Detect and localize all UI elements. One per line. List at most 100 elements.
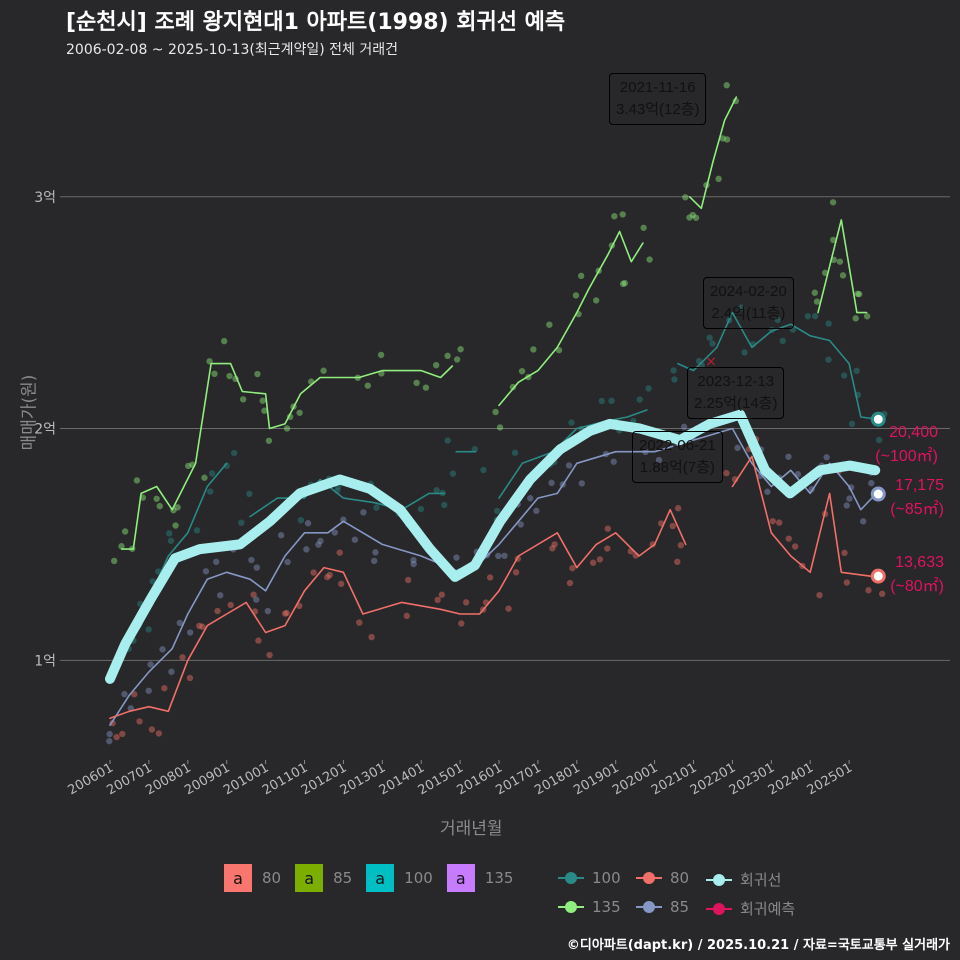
transaction-dot xyxy=(865,587,872,594)
transaction-dot xyxy=(315,541,322,548)
transaction-dot xyxy=(207,488,214,495)
transaction-dot xyxy=(458,620,465,627)
transaction-dot xyxy=(410,556,417,564)
transaction-dot xyxy=(145,687,152,694)
transaction-dot xyxy=(176,619,183,627)
transaction-dot xyxy=(779,337,786,345)
transaction-dot xyxy=(856,290,863,298)
transaction-dot xyxy=(686,214,693,221)
x-axis-label: 거래년월 xyxy=(440,819,503,839)
credit-text: ©디아파트(dapt.kr) / 2025.10.21 / 자료=국토교통부 실… xyxy=(566,938,950,953)
transaction-dot xyxy=(875,436,883,444)
transaction-dot xyxy=(121,528,129,535)
transaction-dot xyxy=(608,397,615,405)
legend-label: 회귀예측 xyxy=(740,900,796,918)
transaction-dot xyxy=(512,569,520,576)
transaction-dot xyxy=(153,495,160,502)
forecast-value: 20,400 xyxy=(889,424,938,441)
transaction-dot xyxy=(351,536,359,543)
series-line-100 xyxy=(677,311,880,421)
transaction-dot xyxy=(202,568,210,575)
transaction-dot xyxy=(199,623,206,630)
transaction-dot xyxy=(677,542,685,549)
transaction-dot xyxy=(217,592,224,599)
chart-subtitle: 2006-02-08 ~ 2025-10-13(최근계약일) 전체 거래건 xyxy=(66,42,398,58)
transaction-dot xyxy=(610,458,617,465)
series-line-135 xyxy=(120,362,454,550)
transaction-dot xyxy=(196,622,203,630)
transaction-dot xyxy=(671,376,678,383)
transaction-dot xyxy=(186,674,194,682)
annotation-100-max: 2024-02-20 2.4억(11층) xyxy=(703,277,794,329)
transaction-dot xyxy=(836,258,844,265)
transaction-dot xyxy=(304,520,312,527)
transaction-dot xyxy=(259,397,266,404)
legend-line-regression: 회귀선 xyxy=(706,869,781,890)
transaction-dot xyxy=(417,505,425,513)
forecast-label-100: 20,400 (~100㎡) xyxy=(875,421,938,469)
x-tick-label: 202501 xyxy=(805,760,855,798)
legend-key: a xyxy=(446,864,475,892)
transaction-dot xyxy=(527,495,534,502)
series-line-135 xyxy=(688,96,738,210)
transaction-dot xyxy=(148,726,156,733)
transaction-dot xyxy=(310,569,317,576)
legend-label: 135 xyxy=(592,898,621,916)
forecast-value: 17,175 xyxy=(895,477,944,494)
legend-fill-85: a 85 xyxy=(295,864,352,892)
transaction-dot xyxy=(811,289,819,296)
legend-label: 80 xyxy=(262,869,282,887)
legend-line-85: 85 xyxy=(636,898,689,916)
transaction-dot xyxy=(692,214,700,221)
legend-label: 85 xyxy=(670,898,690,916)
transaction-dot xyxy=(179,654,186,661)
transaction-dot xyxy=(438,591,445,598)
transaction-dot xyxy=(636,396,643,403)
transaction-dot xyxy=(283,425,291,432)
transaction-dot xyxy=(715,175,722,183)
transaction-dot xyxy=(645,385,652,392)
transaction-dot xyxy=(734,444,741,452)
transaction-dot xyxy=(457,346,464,353)
transaction-dot xyxy=(816,591,823,599)
transaction-dot xyxy=(546,321,553,328)
transaction-dot xyxy=(863,313,871,320)
annotation-80-max: 2022-06-21 1.88억(7층) xyxy=(632,431,723,483)
series-line-100 xyxy=(498,409,648,499)
forecast-label-80: 13,633 (~80㎡) xyxy=(890,551,944,599)
transaction-dot xyxy=(843,579,851,586)
transaction-dot xyxy=(533,507,540,515)
transaction-dot xyxy=(670,367,677,374)
transaction-dot xyxy=(372,549,379,556)
transaction-dot xyxy=(846,495,853,502)
transaction-dot xyxy=(174,504,181,511)
chart-title: [순천시] 조례 왕지현대1 아파트(1998) 회귀선 예측 xyxy=(66,10,566,35)
legend-key: a xyxy=(366,864,395,892)
transaction-dot xyxy=(220,337,228,345)
transaction-dot xyxy=(572,292,580,299)
transaction-dot xyxy=(719,135,726,142)
transaction-dot xyxy=(253,596,260,603)
transaction-dot xyxy=(364,382,372,389)
transaction-dot xyxy=(453,356,461,363)
transaction-dot xyxy=(878,590,886,598)
transaction-dot xyxy=(592,297,600,304)
transaction-dot xyxy=(110,557,118,565)
transaction-dot xyxy=(785,535,792,542)
transaction-dot xyxy=(166,530,173,537)
transaction-dot xyxy=(852,315,859,322)
legend-label: 회귀선 xyxy=(740,871,782,889)
transaction-dot xyxy=(604,525,612,532)
transaction-dot xyxy=(264,607,272,615)
transaction-dot xyxy=(813,298,821,305)
transaction-dot xyxy=(741,349,748,356)
transaction-dot xyxy=(254,370,261,378)
transaction-dot xyxy=(517,521,524,528)
annotation-135-max: 2021-11-16 3.43억(12층) xyxy=(609,73,707,125)
series-line-80 xyxy=(731,455,878,578)
transaction-dot xyxy=(265,437,273,444)
transaction-dot xyxy=(201,474,208,481)
transaction-dot xyxy=(161,685,168,692)
forecast-area: (~100㎡) xyxy=(875,448,938,465)
